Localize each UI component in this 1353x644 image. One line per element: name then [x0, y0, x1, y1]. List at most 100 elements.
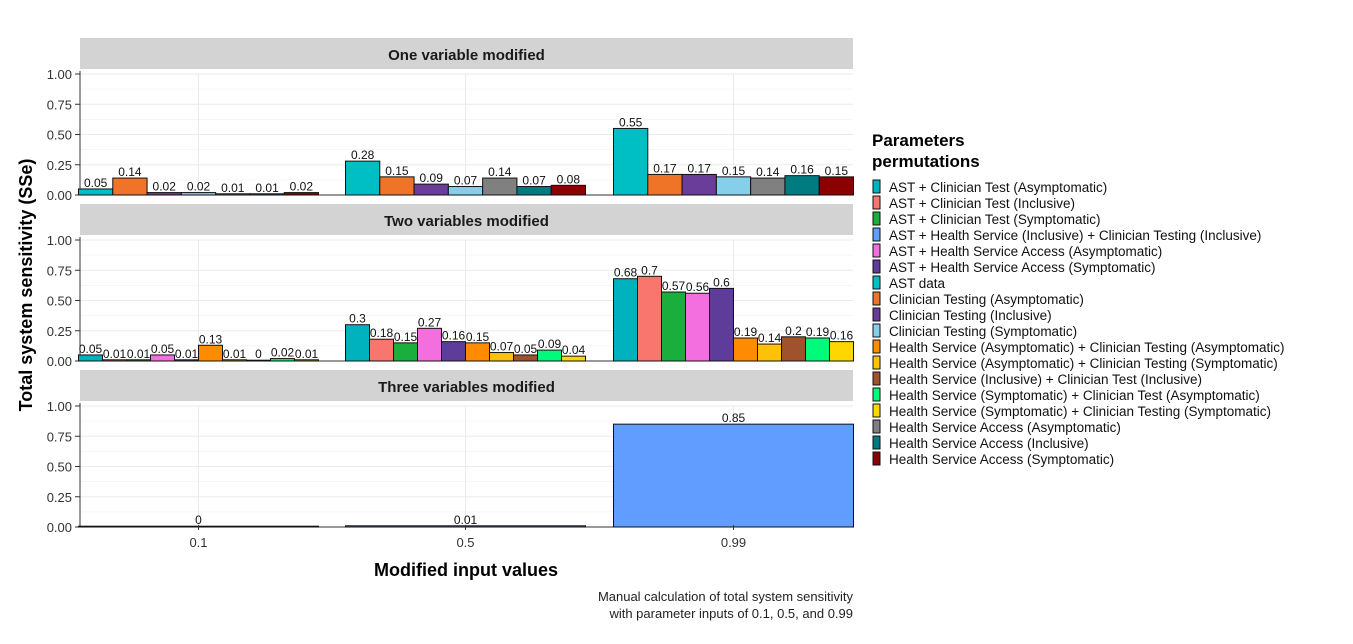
bar-value-label: 0.17 — [688, 161, 712, 175]
legend-item-label: AST + Clinician Test (Asymptomatic) — [889, 180, 1107, 195]
legend-item-label: Health Service Access (Symptomatic) — [889, 452, 1114, 467]
bar-value-label: 0.28 — [351, 148, 375, 162]
legend-item-label: Clinician Testing (Symptomatic) — [889, 324, 1077, 339]
legend-swatch — [872, 419, 881, 434]
facet-panel: Three variables modified 0.00 0.25 0.50 0.75… — [47, 370, 854, 535]
legend-swatch — [872, 179, 881, 194]
bar-value-label: 0.16 — [442, 329, 466, 343]
legend-swatch — [872, 355, 881, 370]
y-tick-label: 1.00 — [47, 233, 72, 248]
bar-value-label: 0.15 — [466, 330, 490, 344]
legend-swatch — [872, 387, 881, 402]
y-tick-label: 0.50 — [47, 128, 72, 143]
bar-value-label: 0.16 — [830, 329, 854, 343]
y-tick-label: 0.75 — [47, 263, 72, 278]
legend-item-label: Health Service (Symptomatic) + Clinician… — [889, 388, 1260, 403]
bar — [829, 341, 854, 362]
bar-value-label: 0.07 — [490, 340, 514, 354]
bar-value-label: 0.19 — [806, 325, 830, 339]
x-tick-label: 0.5 — [456, 535, 474, 550]
y-tick-label: 0.00 — [47, 520, 72, 535]
x-tick-label: 0.99 — [721, 535, 746, 550]
legend-swatch — [872, 259, 881, 274]
legend-title-line-2: permutations — [872, 152, 980, 171]
bar — [465, 342, 490, 362]
bar — [784, 175, 820, 196]
bar-value-label: 0.05 — [79, 342, 103, 356]
bar — [516, 186, 552, 196]
bar — [561, 355, 586, 362]
bar-value-label: 0.02 — [271, 346, 295, 360]
bar — [733, 337, 758, 362]
bar — [757, 343, 782, 362]
bar — [818, 176, 855, 196]
bar-value-label: 0.56 — [686, 280, 710, 294]
legend-swatch — [872, 227, 881, 242]
bar — [805, 337, 830, 362]
bar-value-label: 0.19 — [734, 325, 758, 339]
y-tick-label: 0.50 — [47, 460, 72, 475]
legend-swatch — [872, 435, 881, 450]
bar-value-label: 0.01 — [454, 513, 478, 527]
facet-title: One variable modified — [388, 47, 545, 64]
bar — [345, 324, 370, 362]
bar-value-label: 0.02 — [153, 180, 177, 194]
bar-value-label: 0.16 — [790, 163, 814, 177]
y-tick-label: 1.00 — [47, 67, 72, 82]
bar-value-label: 0 — [255, 347, 262, 361]
caption-line-2: with parameter inputs of 0.1, 0.5, and 0… — [608, 606, 853, 621]
bar — [345, 160, 381, 196]
bar-value-label: 0.05 — [84, 176, 108, 190]
bar — [613, 278, 638, 362]
bar — [150, 354, 175, 362]
x-tick-label: 0.1 — [189, 535, 207, 550]
legend-swatch — [872, 371, 881, 386]
facet-panel: One variable modified 0.00 0.25 0.50 0.75 1.0… — [47, 38, 855, 203]
bar-value-label: 0.01 — [255, 181, 279, 195]
y-tick-label: 0.25 — [47, 490, 72, 505]
bar — [78, 354, 103, 362]
legend-item-label: AST data — [889, 276, 946, 291]
legend-item-label: Health Service Access (Inclusive) — [889, 436, 1089, 451]
bar-value-label: 0.07 — [522, 174, 546, 188]
bar — [709, 287, 734, 362]
legend-swatch — [872, 291, 881, 306]
bar — [489, 352, 514, 362]
bar — [112, 177, 148, 196]
y-tick-label: 0.00 — [47, 354, 72, 369]
bar — [715, 176, 752, 196]
bar-value-label: 0.01 — [175, 347, 199, 361]
legend-item-label: AST + Health Service Access (Symptomatic… — [889, 260, 1155, 275]
x-axis: 0.1 0.5 0.99 — [189, 525, 746, 550]
bar-value-label: 0.2 — [785, 324, 802, 338]
y-tick-label: 0.75 — [47, 97, 72, 112]
legend-item-label: Health Service (Inclusive) + Clinician T… — [889, 372, 1202, 387]
legend-swatch — [872, 403, 881, 418]
bar — [294, 359, 319, 362]
bar — [537, 349, 562, 362]
bar-value-label: 0 — [195, 513, 202, 527]
legend-swatch — [872, 195, 881, 210]
y-tick-label: 0.25 — [47, 158, 72, 173]
bar-value-label: 0.14 — [758, 331, 782, 345]
bar-value-label: 0.08 — [557, 172, 581, 186]
bar — [447, 186, 484, 196]
bar — [613, 423, 854, 528]
caption-line-1: Manual calculation of total system sensi… — [598, 589, 854, 604]
bar-value-label: 0.13 — [199, 332, 223, 346]
facet-panel: Two variables modified 0.00 0.25 0.50 0.75 1.… — [47, 204, 854, 369]
bar-value-label: 0.57 — [662, 279, 686, 293]
bar-value-label: 0.27 — [418, 315, 442, 329]
bar-value-label: 0.3 — [349, 312, 366, 326]
bar — [482, 177, 518, 196]
facet-title: Two variables modified — [384, 213, 549, 230]
facet-strip — [80, 204, 853, 235]
legend-swatch — [872, 243, 881, 258]
legend: AST + Clinician Test (Asymptomatic) AST +… — [872, 179, 1285, 467]
y-tick-label: 0.00 — [47, 188, 72, 203]
legend-item-label: Health Service (Asymptomatic) + Clinicia… — [889, 356, 1278, 371]
bar — [393, 342, 418, 362]
legend-item-label: Health Service (Symptomatic) + Clinician… — [889, 404, 1271, 419]
facet-strip — [80, 38, 853, 69]
